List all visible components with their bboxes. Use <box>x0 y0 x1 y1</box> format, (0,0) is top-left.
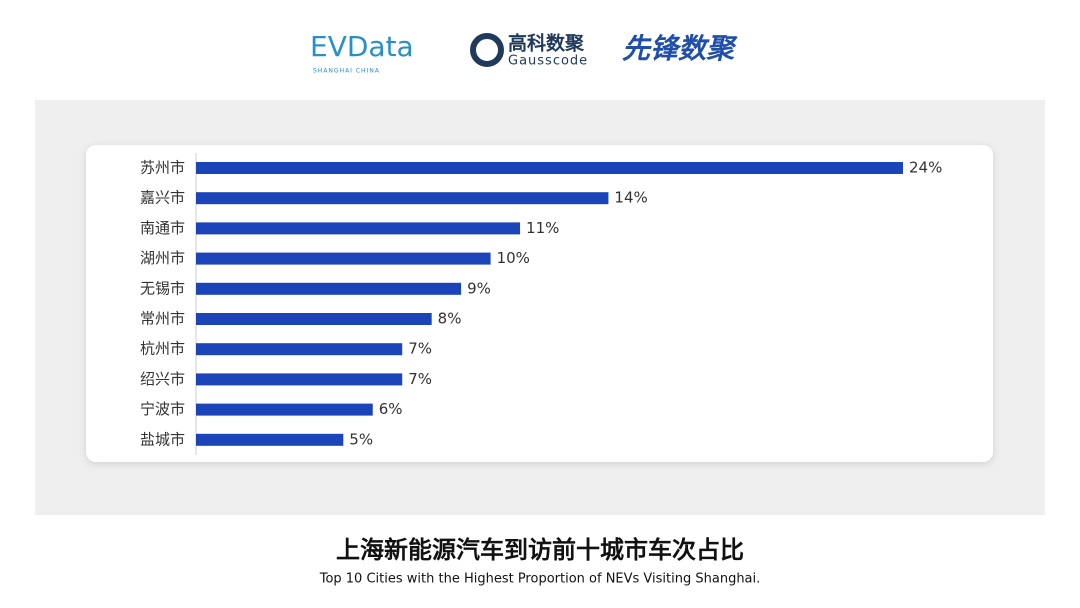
value-label: 7% <box>408 340 432 358</box>
category-label: 绍兴市 <box>140 370 185 388</box>
category-label: 嘉兴市 <box>140 189 185 207</box>
bar <box>196 313 432 325</box>
bar <box>196 192 609 205</box>
value-label: 10% <box>497 249 530 267</box>
category-label: 无锡市 <box>140 279 185 297</box>
bar <box>196 343 403 356</box>
chart-title: 上海新能源汽车到访前十城市车次占比 <box>336 536 744 564</box>
category-label: 常州市 <box>140 310 185 328</box>
logo-gauss-icon <box>470 33 504 67</box>
logo-evdata-sub: SHANGHAI CHINA <box>313 68 380 75</box>
category-label: 盐城市 <box>140 430 185 448</box>
logo-gauss: 高科数聚 <box>508 32 585 55</box>
chart-subtitle: Top 10 Cities with the Highest Proportio… <box>319 572 761 587</box>
bar <box>196 282 462 295</box>
logo-evdata: EVData <box>310 30 414 63</box>
bar <box>196 252 491 265</box>
category-label: 湖州市 <box>140 249 185 267</box>
bar <box>196 433 344 446</box>
value-label: 8% <box>438 310 462 328</box>
bar <box>196 403 373 416</box>
value-label: 11% <box>526 219 559 237</box>
category-label: 宁波市 <box>140 400 185 418</box>
bar <box>196 373 403 386</box>
logo-gauss-sub: Gausscode <box>508 54 588 69</box>
value-label: 5% <box>349 430 373 448</box>
logo-xianfeng: 先锋数聚 <box>622 32 738 65</box>
bar <box>196 162 903 174</box>
category-label: 南通市 <box>140 219 185 237</box>
value-label: 14% <box>614 189 647 207</box>
value-label: 9% <box>467 279 491 297</box>
value-label: 24% <box>909 159 942 177</box>
bar <box>196 222 521 235</box>
category-label: 苏州市 <box>140 159 185 177</box>
value-label: 7% <box>408 370 432 388</box>
category-label: 杭州市 <box>140 340 185 358</box>
value-label: 6% <box>379 400 403 418</box>
